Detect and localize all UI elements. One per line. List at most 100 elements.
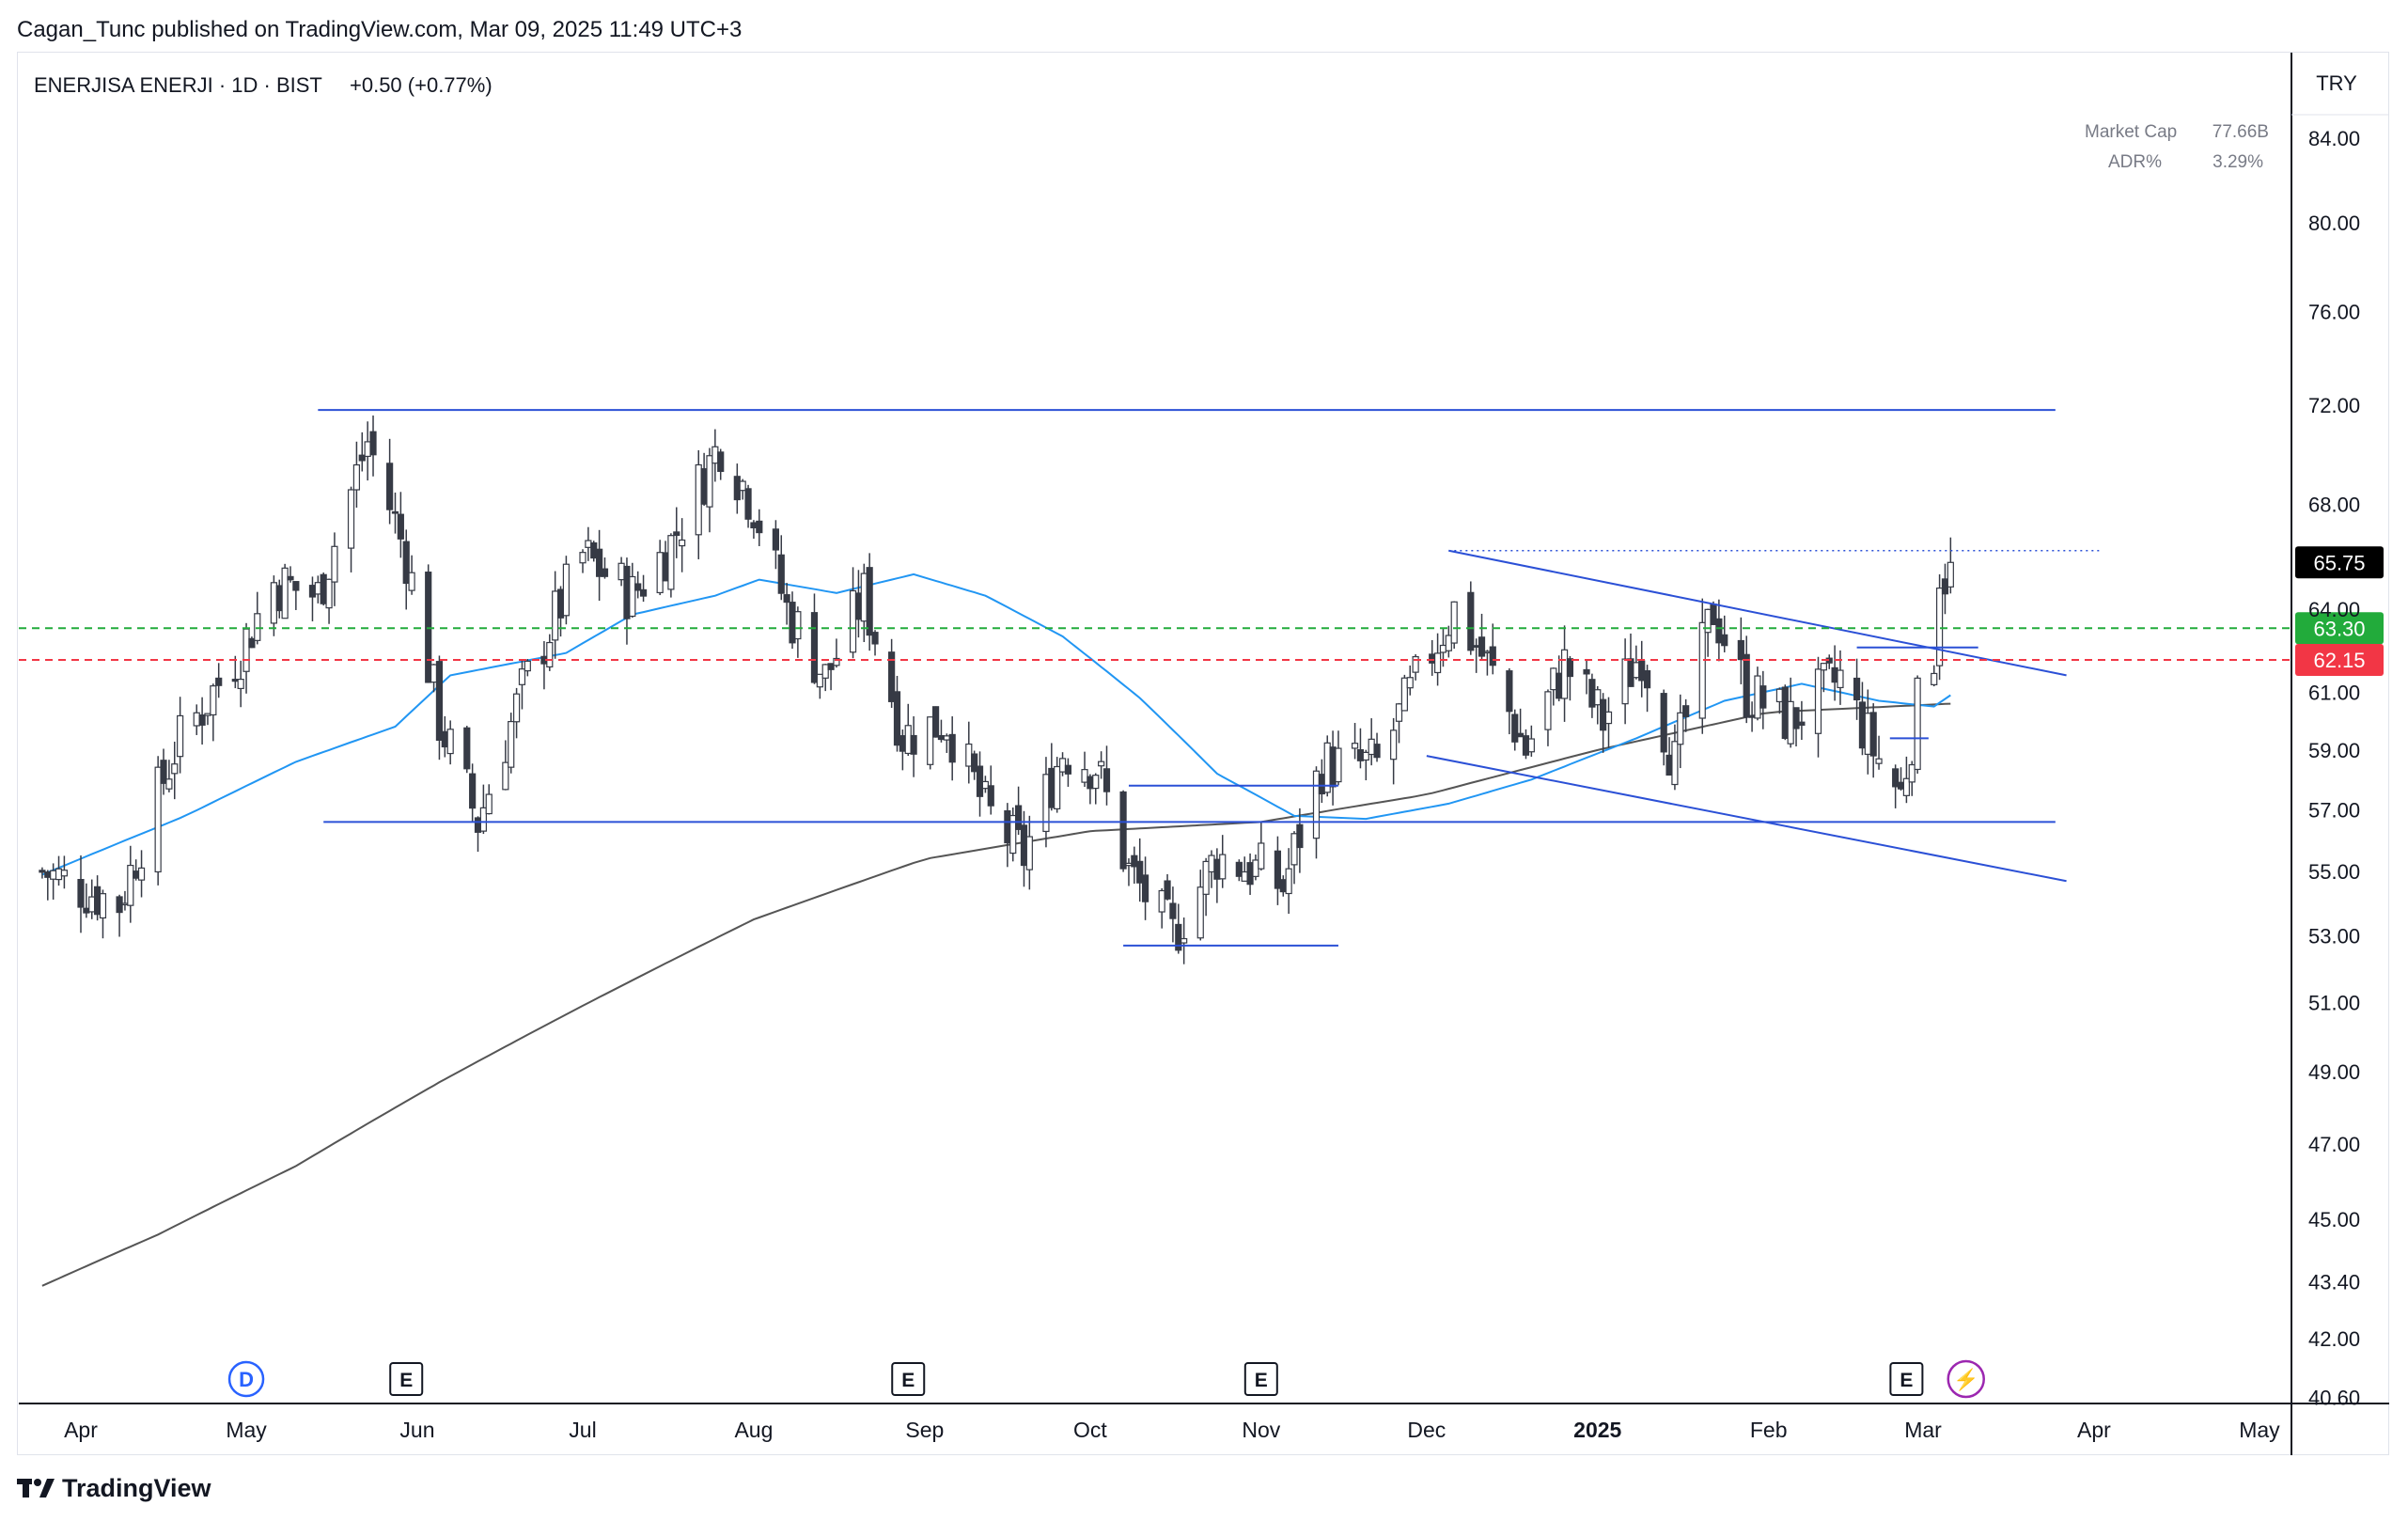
candle: [860, 563, 868, 643]
candle: [700, 452, 708, 506]
candle-body-down: [369, 431, 377, 456]
candle-body-up: [943, 735, 950, 741]
y-tick-label: 40.60: [2308, 1386, 2360, 1409]
dividend-label: D: [239, 1368, 254, 1391]
candle-body-down: [1489, 646, 1496, 666]
candle: [1048, 743, 1055, 811]
candle: [292, 581, 300, 610]
candle: [1754, 666, 1761, 721]
candle-body-up: [816, 673, 823, 688]
candle: [425, 564, 432, 683]
candle: [397, 492, 404, 558]
candle-body-down: [1721, 634, 1728, 647]
x-tick-label: Jun: [399, 1418, 434, 1442]
candle-body-down: [1274, 850, 1282, 889]
candle-body-up: [408, 572, 415, 591]
event-marker-E[interactable]: E: [1243, 1362, 1278, 1396]
candle: [971, 750, 978, 780]
candle: [1169, 886, 1177, 943]
candle: [546, 634, 554, 671]
candle: [1429, 639, 1436, 676]
candle: [965, 721, 973, 784]
candle: [177, 697, 184, 774]
event-marker-flash[interactable]: ⚡: [1947, 1359, 1985, 1399]
candle: [116, 894, 123, 937]
candle: [1279, 875, 1287, 897]
event-marker-E[interactable]: E: [891, 1362, 926, 1396]
candle: [1737, 617, 1744, 684]
candle: [1252, 855, 1259, 881]
x-tick-label: Feb: [1750, 1418, 1788, 1442]
candle-body-up: [508, 720, 515, 768]
event-marker-E[interactable]: E: [389, 1362, 424, 1396]
candle-body-up: [1406, 677, 1414, 689]
candle-body-down: [717, 451, 725, 473]
candle: [1792, 707, 1800, 746]
candle-body-down: [215, 677, 223, 686]
candle: [479, 784, 487, 835]
earnings-icon[interactable]: [891, 1362, 926, 1396]
candle-body-down: [133, 870, 140, 879]
last-price-tag: [2295, 546, 2384, 579]
candle: [1781, 684, 1789, 741]
candle-body-up: [706, 455, 713, 508]
candle: [893, 675, 901, 752]
currency-label[interactable]: TRY: [2316, 71, 2357, 95]
candle-body-down: [827, 663, 835, 670]
candle-body-down: [44, 871, 52, 878]
candle-body-down: [888, 651, 896, 702]
candle-body-down: [474, 817, 482, 833]
candle-body-down: [358, 454, 366, 462]
candle: [1274, 836, 1282, 905]
candle-body-up: [1181, 937, 1188, 944]
candle-body-down: [1235, 861, 1243, 877]
market-cap-label: Market Cap: [2085, 122, 2177, 142]
candle-body-up: [1594, 689, 1602, 706]
candle-body-up: [193, 712, 200, 727]
candle: [1682, 698, 1690, 732]
candle-body-down: [1556, 672, 1563, 699]
candle: [623, 557, 631, 645]
candle-body-down: [639, 588, 648, 597]
candle: [1004, 803, 1011, 868]
candle: [1412, 653, 1419, 681]
candle-body-up: [1433, 652, 1442, 674]
candle: [1373, 732, 1381, 762]
trendline-channel-lower[interactable]: [1426, 755, 2067, 883]
candle: [1141, 856, 1149, 920]
trendline-channel-upper[interactable]: [1448, 549, 2067, 677]
candle-body-down: [556, 588, 565, 619]
candle: [524, 658, 531, 677]
candle: [1665, 737, 1673, 776]
earnings-icon[interactable]: [389, 1362, 424, 1396]
candle: [237, 660, 244, 708]
candle-body-up: [1560, 649, 1569, 699]
candle: [1633, 645, 1640, 680]
flash-icon[interactable]: [1947, 1359, 1985, 1399]
y-tick-label: 80.00: [2308, 212, 2360, 235]
tradingview-logo[interactable]: TradingView: [17, 1471, 211, 1505]
candle-body-up: [127, 864, 134, 906]
candle-body-up: [1544, 691, 1552, 730]
candle: [39, 867, 46, 879]
candle-body-up: [512, 693, 521, 723]
candle: [1390, 717, 1398, 785]
candle-body-down: [435, 661, 444, 741]
candle: [391, 492, 399, 534]
candle: [1798, 700, 1806, 741]
event-marker-E[interactable]: E: [1889, 1362, 1924, 1396]
dividend-icon[interactable]: [227, 1360, 265, 1398]
candle: [590, 541, 598, 562]
candle: [1258, 822, 1265, 871]
earnings-icon[interactable]: [1889, 1362, 1924, 1396]
earnings-icon[interactable]: [1243, 1362, 1278, 1396]
y-tick-label: 68.00: [2308, 493, 2360, 516]
candle-body-up: [1914, 677, 1921, 771]
candle: [441, 715, 448, 758]
candle: [127, 845, 134, 923]
candle-body-down: [39, 870, 46, 873]
candle: [1202, 857, 1210, 917]
event-marker-D[interactable]: D: [227, 1360, 265, 1398]
candle: [133, 859, 140, 881]
